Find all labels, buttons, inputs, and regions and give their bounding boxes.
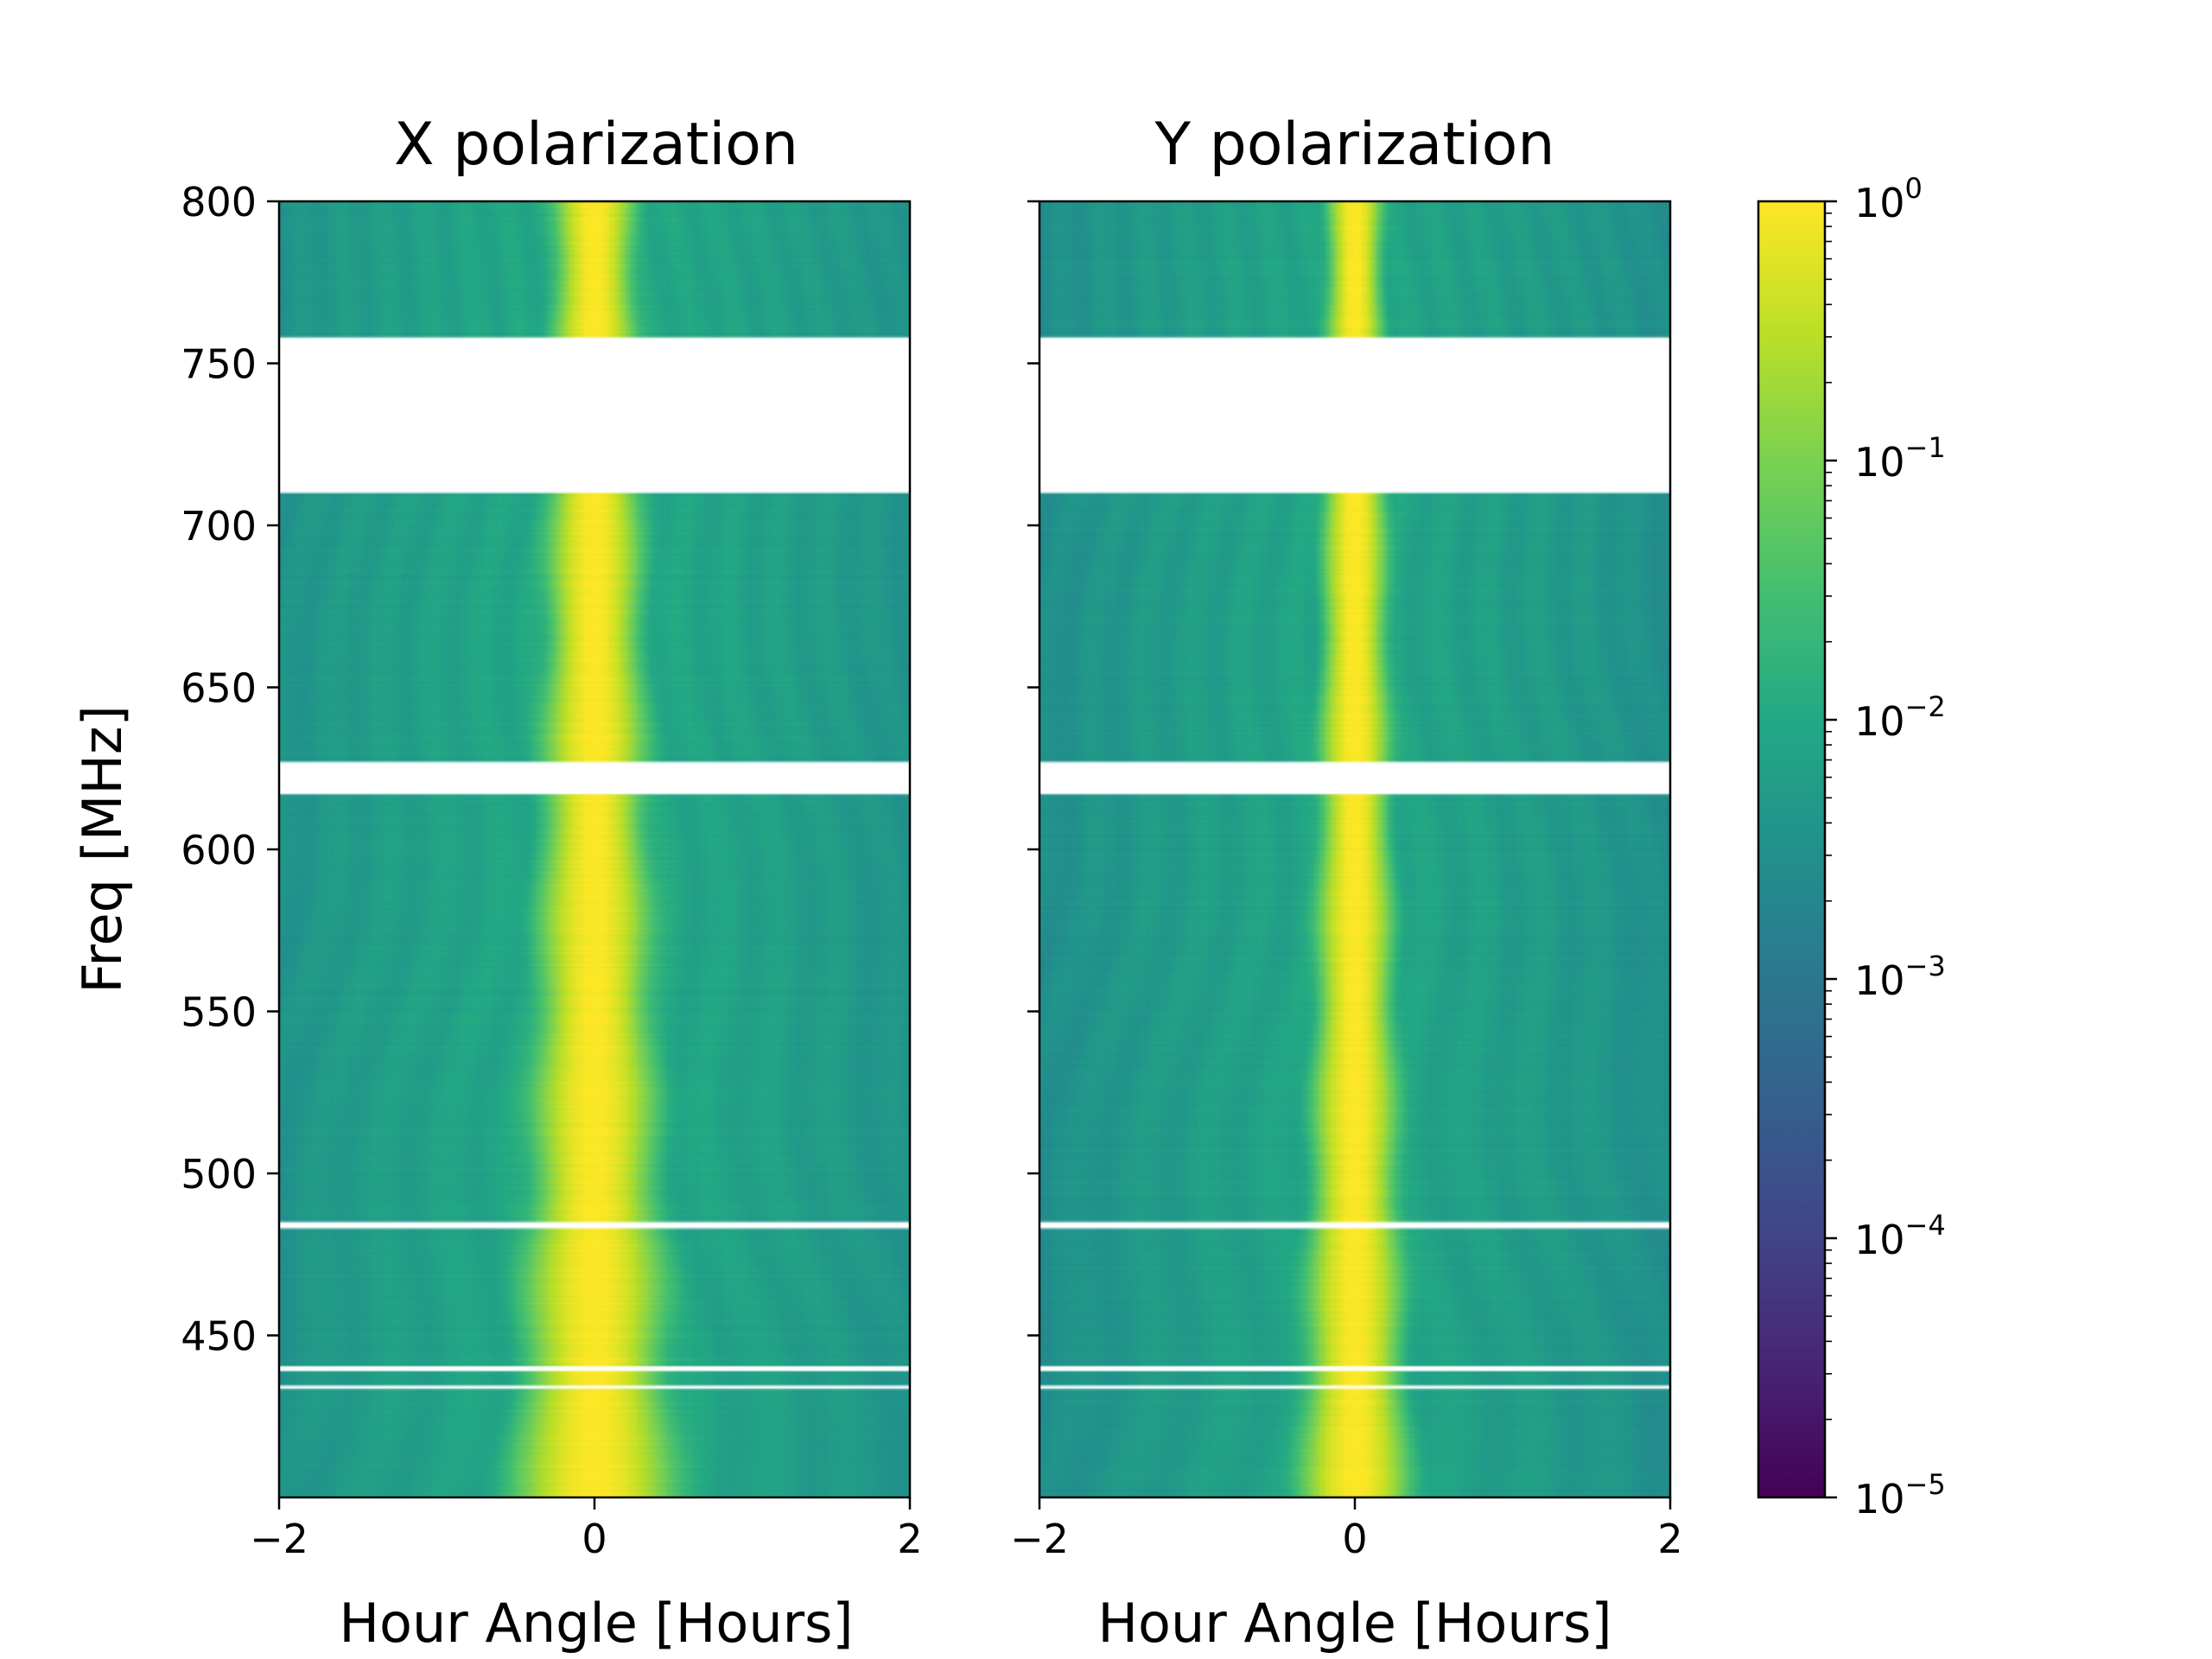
- y-tick-label: 550: [181, 989, 257, 1036]
- y-tick-label: 650: [181, 665, 257, 712]
- panel-x-heatmap-image: [279, 201, 910, 1497]
- panel-x-y-ticks: 450 500 550 600 650 700 750 800: [181, 179, 279, 1360]
- colorbar-gradient: [1758, 201, 1825, 1497]
- panel-y-heatmap-image: [1039, 201, 1670, 1497]
- colorbar-ticks: 100 10−1 10−2 10−3 10−4 10−5: [1825, 172, 1946, 1522]
- x-tick-label: 2: [897, 1516, 922, 1562]
- panel-x-title: X polarization: [394, 111, 798, 179]
- y-axis-label: Freq [MHz]: [71, 705, 134, 994]
- panel-x-heatmap: [279, 201, 910, 1497]
- panel-y-title: Y polarization: [1154, 111, 1555, 179]
- colorbar-tick-label: 10−4: [1854, 1209, 1946, 1263]
- colorbar-tick-label: 10−3: [1854, 950, 1946, 1004]
- panel-y-y-ticks: [1027, 200, 1039, 1337]
- x-tick-label: −2: [250, 1516, 308, 1562]
- colorbar-tick-label: 10−2: [1854, 690, 1946, 745]
- panel-y-xlabel: Hour Angle [Hours]: [1097, 1592, 1611, 1655]
- colorbar-tick-label: 10−1: [1854, 431, 1946, 486]
- panel-y-x-ticks: −2 0 2: [1010, 1497, 1683, 1562]
- y-tick-label: 700: [181, 503, 257, 550]
- y-tick-label: 500: [181, 1151, 257, 1198]
- colorbar-tick-label: 100: [1854, 172, 1923, 226]
- panel-x-xlabel: Hour Angle [Hours]: [339, 1592, 853, 1655]
- y-tick-label: 800: [181, 179, 257, 226]
- x-tick-label: 0: [582, 1516, 607, 1562]
- y-tick-label: 750: [181, 341, 257, 388]
- y-tick-label: 600: [181, 827, 257, 874]
- panel-x-polarization: X polarization 450500550600650700750800 …: [181, 111, 922, 1655]
- y-tick-label: 450: [181, 1313, 257, 1360]
- panel-x-x-ticks: −2 0 2: [250, 1497, 923, 1562]
- x-tick-label: −2: [1010, 1516, 1069, 1562]
- panel-y-heatmap: [1039, 201, 1670, 1497]
- panel-y-polarization: Y polarization −2 0 2 Hour Angle [Hours]: [1010, 111, 1683, 1655]
- colorbar-frame: [1757, 200, 1827, 1499]
- x-tick-label: 0: [1342, 1516, 1367, 1562]
- colorbar: 100 10−1 10−2 10−3 10−4 10−5: [1757, 172, 1946, 1522]
- x-tick-label: 2: [1657, 1516, 1682, 1562]
- colorbar-tick-label: 10−5: [1854, 1468, 1946, 1522]
